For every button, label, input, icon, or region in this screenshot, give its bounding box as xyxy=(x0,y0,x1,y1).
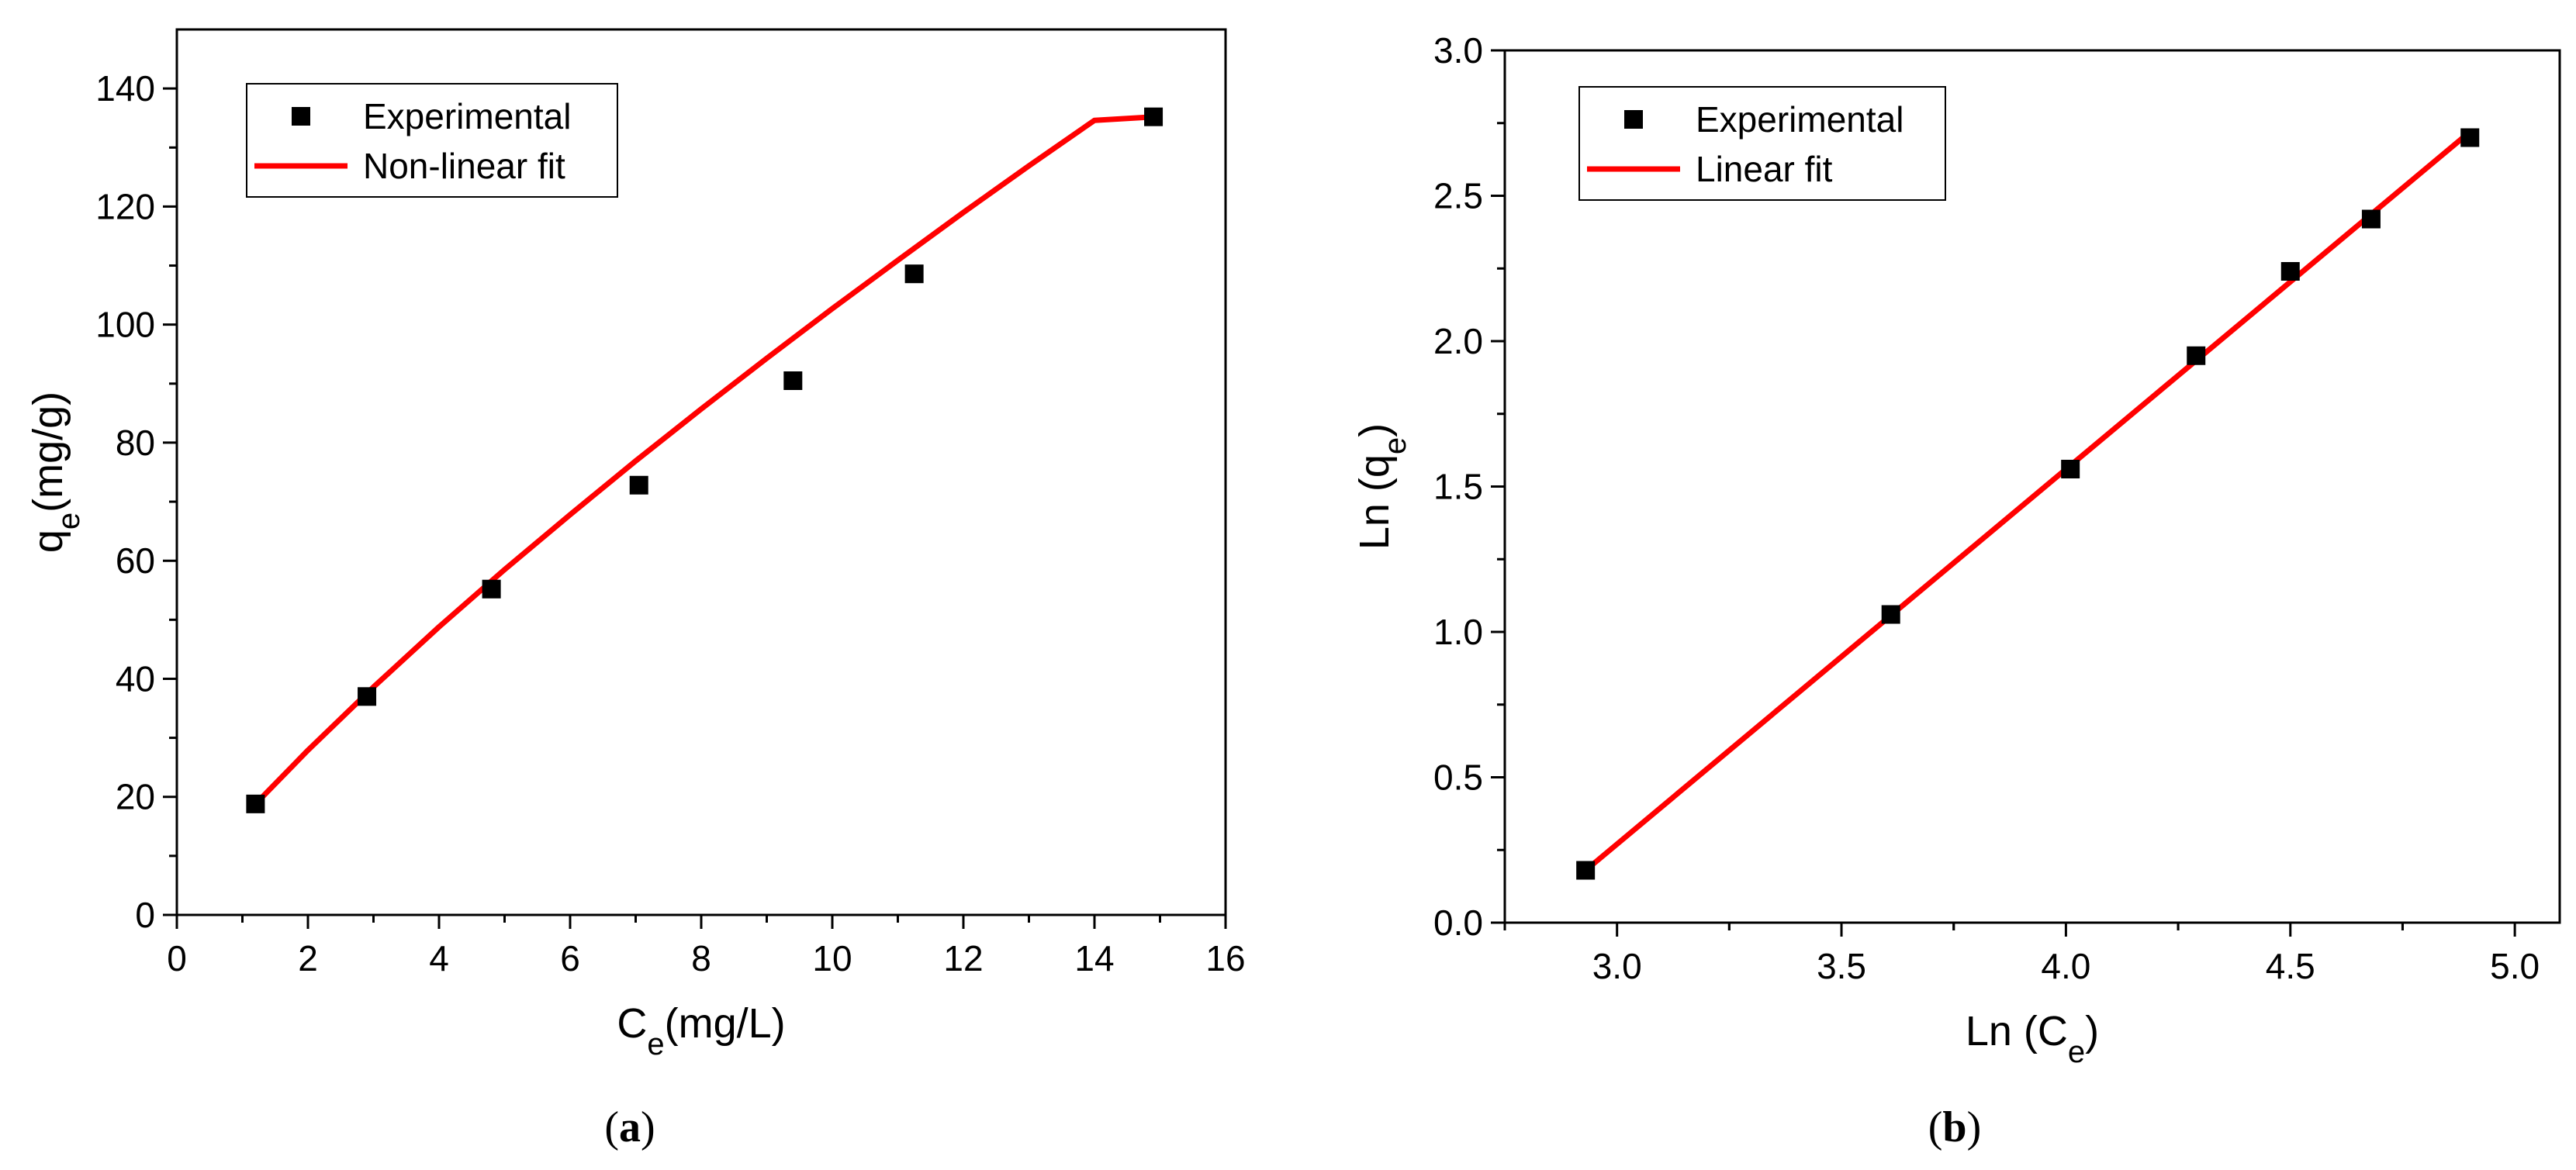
data-point xyxy=(2061,460,2080,478)
legend-box xyxy=(246,83,618,198)
x-tick-label: 6 xyxy=(560,938,580,978)
x-tick-label: 5.0 xyxy=(2490,946,2540,986)
x-tick-label: 0 xyxy=(167,938,187,978)
x-tick-label: 14 xyxy=(1074,938,1114,978)
y-tick-label: 80 xyxy=(116,423,155,463)
y-tick-label: 2.5 xyxy=(1433,176,1483,216)
fit-line xyxy=(253,114,1154,806)
x-tick-label: 8 xyxy=(691,938,711,978)
x-tick-label: 3.0 xyxy=(1592,946,1642,986)
y-tick-label: 1.5 xyxy=(1433,467,1483,507)
y-tick-label: 40 xyxy=(116,658,155,699)
panel-label-b: (b) xyxy=(1928,1103,1981,1151)
ticks-b: 3.0 3.5 4.0 4.5 5.0 0.0 0.5 1.0 1.5 2.0 2.5 3.0 xyxy=(1433,30,2540,986)
data-point xyxy=(629,475,648,495)
data-point xyxy=(1144,107,1164,126)
x-axis-label-b: Ln (Ce) xyxy=(1966,1008,2099,1069)
data-point xyxy=(2460,128,2480,147)
y-tick-label: 3.0 xyxy=(1433,30,1483,71)
y-tick-label: 140 xyxy=(95,68,155,109)
x-tick-label: 16 xyxy=(1205,938,1245,978)
y-tick-label: 2.0 xyxy=(1433,321,1483,361)
legend-marker xyxy=(292,107,310,126)
x-tick-label: 2 xyxy=(298,938,318,978)
data-point xyxy=(904,264,924,284)
panel-a: 0 2 4 6 8 10 12 14 16 0 20 40 60 80 100 120 140 Experime… xyxy=(25,28,1246,1151)
legend-label: Experimental xyxy=(363,96,571,136)
x-tick-label: 3.5 xyxy=(1817,946,1866,986)
legend-label: Non-linear fit xyxy=(363,146,565,186)
ticks-a: 0 2 4 6 8 10 12 14 16 0 20 40 60 80 100 120 140 xyxy=(95,68,1245,978)
y-axis-label-b: Ln (qe) xyxy=(1351,423,1412,550)
y-tick-label: 60 xyxy=(116,540,155,581)
legend-a: Experimental Non-linear fit xyxy=(246,83,618,198)
x-tick-label: 12 xyxy=(943,938,983,978)
legend-label: Experimental xyxy=(1696,99,1903,140)
plot-area-a xyxy=(246,107,1164,813)
data-point xyxy=(1576,861,1596,880)
y-axis-label-a: qe(mg/g) xyxy=(25,392,86,553)
x-tick-label: 10 xyxy=(812,938,852,978)
plot-area-b xyxy=(1576,128,2480,880)
data-point xyxy=(2361,209,2381,229)
data-point xyxy=(783,371,803,390)
y-tick-label: 0.0 xyxy=(1433,903,1483,943)
x-tick-label: 4.5 xyxy=(2266,946,2315,986)
data-point xyxy=(2280,262,2300,281)
x-tick-label: 4 xyxy=(429,938,449,978)
data-point xyxy=(482,579,501,599)
y-tick-label: 100 xyxy=(95,305,155,345)
data-point xyxy=(2187,346,2206,365)
y-tick-label: 1.0 xyxy=(1433,612,1483,652)
legend-b: Experimental Linear fit xyxy=(1578,86,1946,201)
y-tick-label: 0.5 xyxy=(1433,758,1483,798)
legend-label: Linear fit xyxy=(1696,149,1833,189)
y-tick-label: 20 xyxy=(116,777,155,817)
panel-b: 3.0 3.5 4.0 4.5 5.0 0.0 0.5 1.0 1.5 2.0 2.5 3.0 Exp… xyxy=(1351,30,2561,1151)
legend-marker xyxy=(1624,110,1643,129)
legend-box xyxy=(1578,86,1946,201)
fit-line xyxy=(1583,129,2472,873)
x-tick-label: 4.0 xyxy=(2041,946,2090,986)
data-point xyxy=(246,794,265,813)
data-point xyxy=(358,687,377,706)
data-point xyxy=(1881,605,1900,624)
y-tick-label: 0 xyxy=(135,895,155,935)
y-tick-label: 120 xyxy=(95,186,155,226)
x-axis-label-a: Ce(mg/L) xyxy=(617,1000,785,1061)
panel-label-a: (a) xyxy=(604,1103,655,1151)
